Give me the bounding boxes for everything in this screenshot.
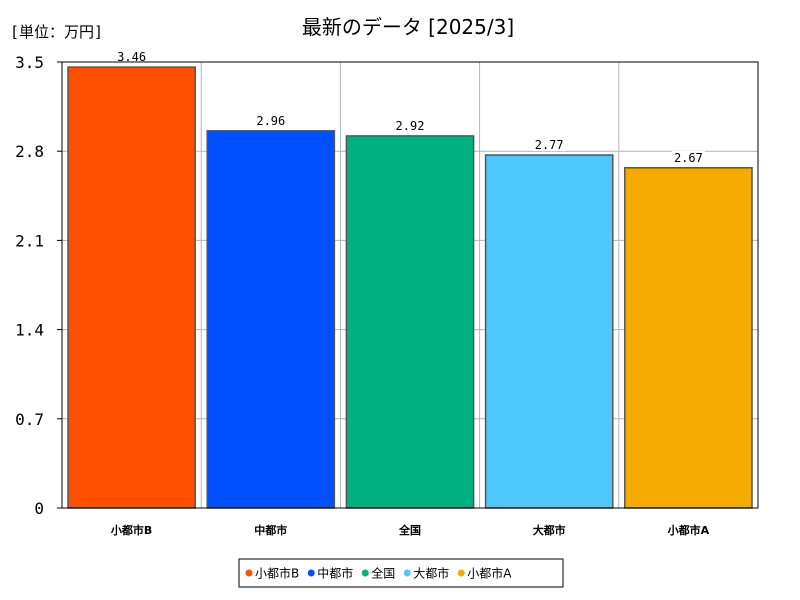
axes-layer xyxy=(61,61,759,509)
y-axis-ticks: 0 0.7 1.4 2.1 2.8 3.5 xyxy=(15,53,62,518)
bars-layer xyxy=(67,66,753,509)
data-label: 2.77 xyxy=(535,138,564,152)
value-labels-layer: 3.46 2.96 2.92 2.77 2.67 xyxy=(115,50,705,165)
legend-marker xyxy=(307,569,315,577)
y-tick-label: 0 xyxy=(34,499,44,518)
data-label: 2.92 xyxy=(396,119,425,133)
data-label-bg xyxy=(254,113,288,127)
data-label-bg xyxy=(393,118,427,132)
unit-label: [単位：万円] xyxy=(10,23,103,41)
legend-marker xyxy=(457,569,465,577)
x-axis-ticks: 小都市B 中都市 全国 大都市 小都市A xyxy=(110,523,710,537)
plot-area-border xyxy=(61,61,759,509)
data-label-bg xyxy=(672,150,705,164)
bar xyxy=(67,66,196,509)
y-tick-label: 2.1 xyxy=(15,231,44,250)
x-tick-label: 小都市B xyxy=(110,523,152,537)
legend-item: 小都市A xyxy=(467,566,512,581)
x-tick-label: 全国 xyxy=(398,523,421,537)
x-tick-label: 大都市 xyxy=(533,523,566,537)
legend-box xyxy=(238,558,564,588)
legend-item: 大都市 xyxy=(413,566,449,581)
legend-marker xyxy=(245,569,253,577)
legend-marker xyxy=(361,569,369,577)
legend-item: 中都市 xyxy=(317,566,353,581)
data-label: 2.96 xyxy=(256,114,285,128)
legend: 小都市B 中都市 全国 大都市 小都市A xyxy=(238,558,564,588)
x-tick-label: 中都市 xyxy=(254,523,287,537)
legend-item: 全国 xyxy=(371,566,395,581)
data-label-bg xyxy=(115,50,148,64)
chart-title: 最新のデータ [2025/3] xyxy=(302,15,514,39)
data-label: 3.46 xyxy=(117,50,146,64)
data-label: 2.67 xyxy=(674,151,703,165)
bar xyxy=(624,167,753,509)
x-tick-label: 小都市A xyxy=(667,523,710,537)
legend-marker xyxy=(403,569,411,577)
y-tick-label: 2.8 xyxy=(15,142,44,161)
y-tick-label: 3.5 xyxy=(15,53,44,72)
bar xyxy=(484,154,614,509)
data-label-bg xyxy=(532,138,566,152)
legend-item: 小都市B xyxy=(255,566,299,581)
bar xyxy=(206,130,336,509)
y-tick-label: 1.4 xyxy=(15,321,44,340)
bar xyxy=(345,135,475,509)
y-tick-label: 0.7 xyxy=(15,410,44,429)
